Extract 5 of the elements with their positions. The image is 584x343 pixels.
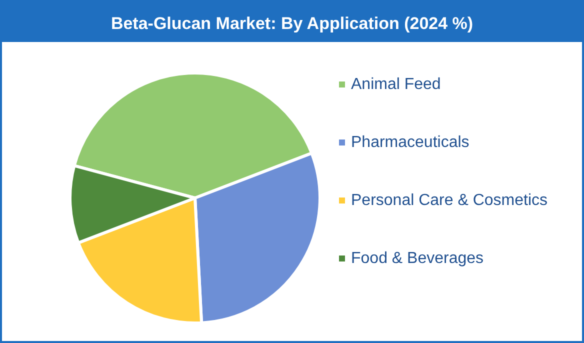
legend-label: Animal Feed <box>351 76 441 93</box>
legend-label: Pharmaceuticals <box>351 134 470 151</box>
legend-label: Food & Beverages <box>351 250 484 267</box>
legend-label: Personal Care & Cosmetics <box>351 192 548 209</box>
chart-title: Beta-Glucan Market: By Application (2024 %) <box>110 14 474 33</box>
